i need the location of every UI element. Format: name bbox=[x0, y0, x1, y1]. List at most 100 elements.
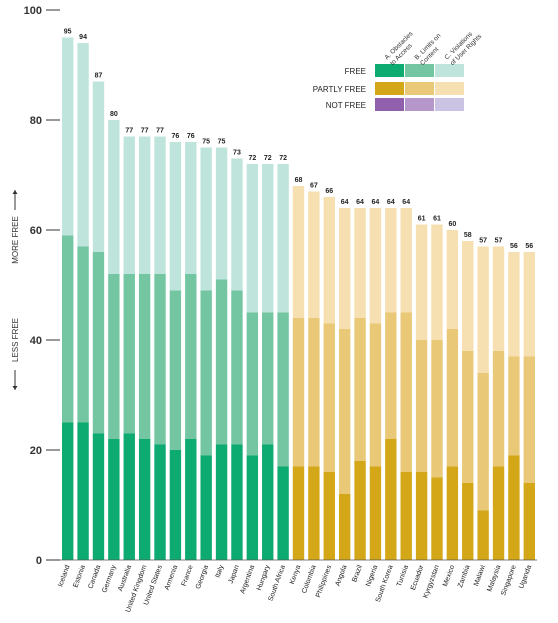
bar-canada-c bbox=[92, 81, 105, 252]
category-label-angola: Angola bbox=[335, 564, 349, 587]
bar-mexico-a bbox=[446, 466, 459, 560]
value-label-germany: 80 bbox=[110, 111, 118, 118]
bar-iceland-c bbox=[62, 37, 74, 236]
bar-zambia-c bbox=[462, 241, 474, 351]
legend-swatch-free-a bbox=[375, 64, 404, 77]
legend-swatch-not-free-c bbox=[435, 98, 464, 111]
bar-ecuador-b bbox=[415, 340, 428, 472]
bar-united-kingdom-b bbox=[138, 274, 151, 439]
bar-armenia-b bbox=[169, 290, 182, 450]
bar-estonia-c bbox=[77, 43, 89, 247]
legend-label-partly-free: PARTLY FREE bbox=[313, 85, 366, 94]
bar-kenya-a bbox=[292, 466, 305, 560]
bar-japan-c bbox=[231, 158, 243, 291]
value-label-argentina: 72 bbox=[248, 155, 256, 162]
value-label-hungary: 72 bbox=[264, 155, 272, 162]
bar-tunisia-a bbox=[400, 472, 412, 560]
bar-south-africa-a bbox=[277, 466, 289, 560]
bar-italy-a bbox=[215, 444, 228, 560]
bar-argentina-b bbox=[246, 312, 259, 456]
bar-singapore-b bbox=[508, 356, 520, 456]
value-label-nigeria: 64 bbox=[372, 199, 380, 206]
y-tick-label: 20 bbox=[30, 445, 42, 457]
value-label-united-states: 77 bbox=[156, 128, 164, 135]
bar-hungary-b bbox=[262, 312, 274, 445]
value-label-brazil: 64 bbox=[356, 199, 364, 206]
legend-swatch-free-b bbox=[405, 64, 434, 77]
legend-label-not-free: NOT FREE bbox=[326, 101, 366, 110]
legend-swatch-partly-free-a bbox=[375, 82, 404, 95]
bar-united-kingdom-a bbox=[138, 439, 151, 560]
category-label-italy: Italy bbox=[214, 564, 225, 579]
bar-nigeria-c bbox=[369, 208, 382, 324]
bar-italy-b bbox=[215, 279, 228, 445]
bar-colombia-c bbox=[308, 191, 320, 318]
bar-argentina-a bbox=[246, 455, 259, 560]
bar-japan-b bbox=[231, 290, 243, 445]
value-label-philippines: 66 bbox=[325, 188, 333, 195]
bar-australia-c bbox=[123, 136, 135, 274]
bar-kyrgyzstan-b bbox=[431, 340, 443, 478]
bar-canada-a bbox=[92, 433, 105, 560]
bar-australia-a bbox=[123, 433, 135, 560]
category-label-hungary: Hungary bbox=[256, 564, 272, 592]
bar-kyrgyzstan-c bbox=[431, 224, 443, 340]
category-label-france: France bbox=[181, 564, 195, 587]
bar-nigeria-b bbox=[369, 323, 382, 467]
bar-iceland-b bbox=[62, 235, 74, 423]
bar-estonia-a bbox=[77, 422, 89, 560]
bar-malaysia-a bbox=[492, 466, 505, 560]
bar-argentina-c bbox=[246, 164, 259, 313]
category-label-japan: Japan bbox=[228, 564, 241, 584]
bar-ecuador-c bbox=[415, 224, 428, 340]
value-label-georgia: 75 bbox=[202, 139, 210, 146]
value-label-iceland: 95 bbox=[64, 29, 72, 36]
value-label-united-kingdom: 77 bbox=[141, 128, 149, 135]
bar-georgia-b bbox=[200, 290, 212, 456]
value-label-armenia: 76 bbox=[172, 133, 180, 140]
category-label-kenya: Kenya bbox=[289, 564, 302, 585]
bar-colombia-a bbox=[308, 466, 320, 560]
bar-united-states-c bbox=[154, 136, 166, 274]
value-label-zambia: 58 bbox=[464, 232, 472, 239]
bar-germany-a bbox=[108, 439, 120, 560]
bar-germany-c bbox=[108, 120, 120, 274]
bar-kenya-c bbox=[292, 186, 305, 318]
bar-hungary-a bbox=[262, 444, 274, 560]
bar-ecuador-a bbox=[415, 472, 428, 560]
axis-more-free-label: MORE FREE bbox=[11, 216, 20, 264]
y-tick-label: 100 bbox=[24, 5, 42, 17]
value-label-kenya: 68 bbox=[295, 177, 303, 184]
bar-canada-b bbox=[92, 252, 105, 434]
y-tick-label: 60 bbox=[30, 225, 42, 237]
category-label-kyrgyzstan: Kyrgyzstan bbox=[422, 564, 440, 599]
value-label-estonia: 94 bbox=[79, 34, 87, 41]
category-label-philippines: Philippines bbox=[315, 564, 333, 599]
legend-swatch-not-free-b bbox=[405, 98, 434, 111]
bar-japan-a bbox=[231, 444, 243, 560]
category-label-australia: Australia bbox=[117, 564, 133, 592]
axis-less-free-label: LESS FREE bbox=[11, 318, 20, 362]
y-tick-label: 80 bbox=[30, 115, 42, 127]
bar-uganda-a bbox=[523, 483, 535, 560]
arrow-up-icon bbox=[12, 190, 18, 194]
category-label-argentina: Argentina bbox=[239, 564, 256, 595]
legend-swatch-not-free-a bbox=[375, 98, 404, 111]
value-label-malawi: 57 bbox=[479, 238, 487, 245]
bar-united-states-b bbox=[154, 274, 166, 445]
bar-france-c bbox=[185, 142, 197, 274]
bar-mexico-c bbox=[446, 230, 459, 329]
bar-malawi-a bbox=[477, 510, 489, 560]
bar-uganda-b bbox=[523, 356, 535, 483]
bar-south-korea-c bbox=[385, 208, 397, 313]
value-label-kyrgyzstan: 61 bbox=[433, 216, 441, 223]
bar-nigeria-a bbox=[369, 466, 382, 560]
bars: 95 Iceland 94 Estonia 87 Canada 80 Germany 77 Aus… bbox=[57, 29, 535, 613]
bar-united-states-a bbox=[154, 444, 166, 560]
bar-philippines-a bbox=[323, 472, 335, 560]
bar-brazil-a bbox=[354, 461, 366, 560]
